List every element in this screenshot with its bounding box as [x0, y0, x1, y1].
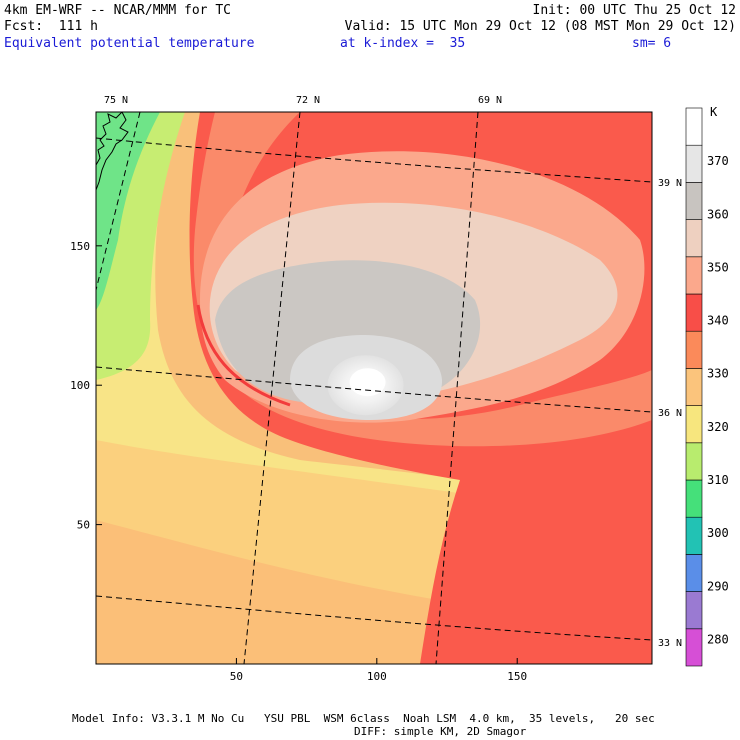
x-tick-label-150: 150 — [507, 670, 527, 683]
meridian-72 — [243, 112, 301, 664]
model-title: 4km EM-WRF -- NCAR/MMM for TC — [4, 3, 231, 18]
x-tick-label-100: 100 — [367, 670, 387, 683]
lat-label-0: 39 N — [658, 178, 682, 189]
level-label: at k-index = 35 — [340, 36, 466, 51]
colorbar-label-320: 320 — [707, 420, 729, 434]
valid-time: Valid: 15 UTC Mon 29 Oct 12 (08 MST Mon … — [344, 19, 736, 34]
colorbar-label-370: 370 — [707, 154, 729, 168]
parallel-36 — [96, 366, 652, 413]
lon-label-1: 72 N — [296, 95, 320, 106]
colorbar-label-300: 300 — [707, 526, 729, 540]
lat-label-1: 36 N — [658, 408, 682, 419]
colorbar-label-310: 310 — [707, 473, 729, 487]
field-band-345 — [193, 112, 652, 447]
parallel-33 — [96, 595, 652, 641]
colorbar-swatch-1 — [685, 591, 703, 630]
front-red-edge — [196, 304, 291, 407]
y-tick-label-50: 50 — [77, 519, 90, 532]
colorbar-unit: K — [710, 105, 718, 119]
colorbar-label-280: 280 — [707, 632, 729, 646]
field-band-305 — [96, 112, 160, 310]
colorbar-label-360: 360 — [707, 207, 729, 221]
theta-e-field — [96, 112, 652, 664]
storm-eye — [349, 368, 386, 397]
colorbar-label-330: 330 — [707, 367, 729, 381]
y-tick-label-150: 150 — [70, 240, 90, 253]
lon-label-0: 75 N — [104, 95, 128, 106]
colorbar-swatch-8 — [685, 330, 703, 369]
colorbar-swatch-4 — [685, 479, 703, 518]
colorbar-swatch-10 — [685, 256, 703, 295]
lon-label-2: 69 N — [478, 95, 502, 106]
y-tick-label-100: 100 — [70, 379, 90, 392]
colorbar — [685, 107, 703, 667]
colorbar-swatch-12 — [685, 182, 703, 220]
coastline — [96, 112, 129, 191]
meridian-69 — [435, 112, 479, 664]
colorbar-swatch-13 — [685, 144, 703, 183]
colorbar-swatch-11 — [685, 219, 703, 258]
colorbar-label-340: 340 — [707, 314, 729, 328]
colorbar-swatch-3 — [685, 516, 703, 555]
colorbar-swatch-0 — [685, 628, 703, 667]
colorbar-swatch-6 — [685, 405, 703, 444]
field-name: Equivalent potential temperature — [4, 36, 255, 51]
parallel-39 — [96, 137, 652, 183]
colorbar-swatch-14 — [685, 107, 703, 146]
colorbar-swatch-7 — [685, 368, 703, 406]
colorbar-label-290: 290 — [707, 579, 729, 593]
lat-label-2: 33 N — [658, 638, 682, 649]
colorbar-swatch-9 — [685, 293, 703, 332]
colorbar-label-350: 350 — [707, 260, 729, 274]
smoothing-label: sm= 6 — [632, 36, 672, 51]
plot-frame — [95, 111, 653, 665]
x-tick-label-50: 50 — [230, 670, 243, 683]
colorbar-swatch-2 — [685, 554, 703, 592]
model-info: Model Info: V3.3.1 M No Cu YSU PBL WSM 6… — [72, 712, 655, 725]
colorbar-swatch-5 — [685, 442, 703, 481]
init-time: Init: 00 UTC Thu 25 Oct 12 — [532, 3, 737, 18]
diffusion-info: DIFF: simple KM, 2D Smagor — [354, 725, 527, 738]
latlon-grid — [96, 112, 652, 664]
forecast-hour: Fcst: 111 h — [4, 19, 98, 34]
meridian-75 — [96, 112, 141, 291]
